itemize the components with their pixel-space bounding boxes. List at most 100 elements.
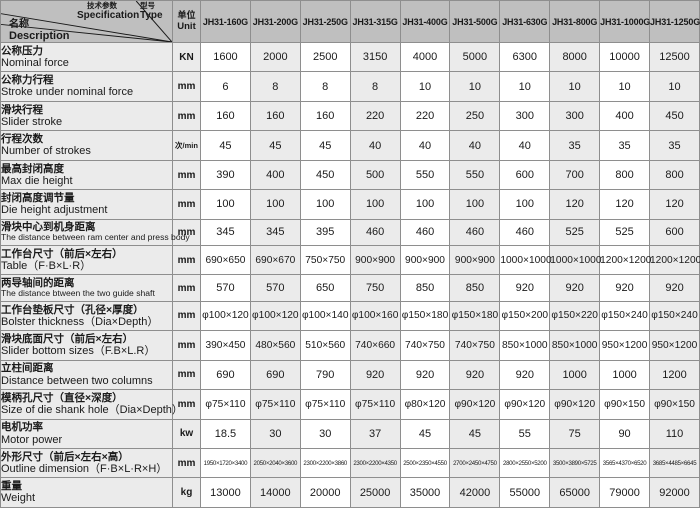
row-label-en: Slider bottom sizes（F.B×L.R） bbox=[1, 345, 156, 358]
table-cell: 14000 bbox=[249, 477, 301, 508]
table-cell: 4000 bbox=[399, 41, 451, 73]
table-cell: φ100×160 bbox=[349, 300, 401, 332]
table-cell: 395 bbox=[299, 218, 351, 247]
table-cell: 220 bbox=[349, 100, 401, 132]
table-cell: 1000×1000 bbox=[499, 245, 552, 276]
row-label-cn: 滑块中心到机身距离 bbox=[1, 221, 96, 234]
table-cell: 300 bbox=[499, 100, 551, 132]
table-cell: 920 bbox=[549, 274, 601, 302]
table-cell: 30 bbox=[299, 418, 351, 450]
table-cell: 1200×1200 bbox=[599, 245, 651, 276]
table-cell: φ100×140 bbox=[299, 300, 351, 332]
header-description-cn: 名称 bbox=[9, 19, 29, 30]
table-row: 重量 Weight kg 13000 14000 20000 25000 35000 42000… bbox=[0, 477, 700, 508]
table-cell: 220 bbox=[399, 100, 451, 132]
table-cell: 45 bbox=[299, 130, 351, 161]
table-cell: 390×450 bbox=[200, 330, 251, 361]
table-cell: 690 bbox=[200, 359, 251, 391]
header-type-label: 型号 Type bbox=[140, 2, 163, 22]
table-cell: φ150×180 bbox=[399, 300, 451, 332]
table-cell: 20000 bbox=[299, 477, 351, 508]
row-label-cn: 行程次数 bbox=[1, 133, 43, 146]
table-cell: 950×1200 bbox=[599, 330, 651, 361]
table-cell: 3565×4370×6520 bbox=[599, 448, 651, 479]
table-cell: 800 bbox=[649, 159, 700, 191]
table-cell: 400 bbox=[249, 159, 301, 191]
row-label: 电机功率 Motor power bbox=[0, 418, 173, 450]
row-label: 重量 Weight bbox=[0, 477, 173, 508]
table-cell: 690×650 bbox=[200, 245, 251, 276]
row-label: 滑块中心到机身距离 The distance between ram center… bbox=[0, 218, 190, 247]
table-cell: 40 bbox=[449, 130, 501, 161]
header-description-label: 名称 Description bbox=[9, 19, 70, 42]
table-cell: φ90×150 bbox=[599, 389, 651, 420]
table-cell: 920 bbox=[349, 359, 401, 391]
table-cell: 5000 bbox=[449, 41, 501, 73]
table-cell: 40 bbox=[399, 130, 451, 161]
row-unit: mm bbox=[172, 274, 201, 302]
table-cell: 45 bbox=[249, 130, 301, 161]
header-model-jh31-200g: JH31-200G bbox=[249, 0, 301, 43]
row-unit: mm bbox=[172, 189, 201, 220]
table-cell: 900×900 bbox=[349, 245, 401, 276]
row-label: 两导轴间的距离 The distance btween the two guide… bbox=[0, 274, 173, 302]
table-cell: 345 bbox=[200, 218, 251, 247]
table-row: 立柱间距离 Distance between two columns mm 690 69… bbox=[0, 359, 700, 391]
table-body: 公称压力 Nominal force KN 1600 2000 2500 3150 4000 5… bbox=[0, 41, 700, 508]
table-cell: 480×560 bbox=[249, 330, 301, 361]
header-model-jh31-800g: JH31-800G bbox=[549, 0, 601, 43]
row-label-en: Nominal force bbox=[1, 56, 69, 69]
table-cell: 45 bbox=[449, 418, 501, 450]
row-label: 立柱间距离 Distance between two columns bbox=[0, 359, 173, 391]
row-unit: KN bbox=[172, 41, 201, 73]
table-cell: 920 bbox=[499, 359, 551, 391]
table-cell: 740×750 bbox=[399, 330, 451, 361]
table-cell: 920 bbox=[599, 274, 651, 302]
header-model-jh31-400g: JH31-400G bbox=[399, 0, 451, 43]
row-unit: mm bbox=[172, 159, 201, 191]
table-cell: 92000 bbox=[649, 477, 700, 508]
table-row: 滑块底面尺寸（前后×左右） Slider bottom sizes（F.B×L.R… bbox=[0, 330, 700, 361]
table-cell: 2300×2200×3860 bbox=[299, 448, 351, 479]
table-cell: φ80×120 bbox=[399, 389, 451, 420]
table-cell: 100 bbox=[399, 189, 451, 220]
row-unit: mm bbox=[172, 71, 201, 102]
table-cell: 750 bbox=[349, 274, 401, 302]
table-cell: 600 bbox=[499, 159, 551, 191]
table-cell: φ90×120 bbox=[499, 389, 551, 420]
table-cell: 500 bbox=[349, 159, 401, 191]
row-label: 公称力行程 Stroke under nominal force bbox=[0, 71, 173, 102]
table-cell: 850 bbox=[449, 274, 501, 302]
row-label-cn: 重量 bbox=[1, 480, 22, 493]
table-cell: φ150×240 bbox=[649, 300, 700, 332]
row-label-en: Die height adjustment bbox=[1, 204, 108, 217]
row-label: 工作台垫板尺寸（孔径×厚度） Bolster thickness（Dia×Dept… bbox=[0, 300, 173, 332]
table-cell: 900×900 bbox=[449, 245, 501, 276]
table-cell: 2800×2550×5200 bbox=[499, 448, 551, 479]
table-cell: 1600 bbox=[200, 41, 251, 73]
row-label-cn: 公称压力 bbox=[1, 44, 43, 57]
table-cell: 400 bbox=[599, 100, 651, 132]
row-label-en: The distance between ram center and pres… bbox=[1, 232, 190, 243]
table-row: 电机功率 Motor power kw 18.5 30 30 37 45 45 55 75 90 110 bbox=[0, 418, 700, 450]
table-cell: 800 bbox=[599, 159, 651, 191]
table-cell: 600 bbox=[649, 218, 700, 247]
table-cell: 750×750 bbox=[299, 245, 351, 276]
table-cell: 40 bbox=[499, 130, 551, 161]
table-cell: 100 bbox=[299, 189, 351, 220]
table-cell: 35000 bbox=[399, 477, 451, 508]
row-unit: mm bbox=[172, 300, 201, 332]
table-cell: 920 bbox=[649, 274, 700, 302]
table-cell: 850×1000 bbox=[549, 330, 601, 361]
header-corner-cell: 技术参数 Specification 型号 Type 名称 Descriptio… bbox=[0, 0, 173, 43]
row-label-en: Weight bbox=[1, 492, 36, 505]
row-label: 工作台尺寸（前后×左右） Table（F·B×L·R） bbox=[0, 245, 173, 276]
table-cell: φ150×220 bbox=[549, 300, 601, 332]
table-cell: 37 bbox=[349, 418, 401, 450]
table-cell: 160 bbox=[200, 100, 251, 132]
header-type-en: Type bbox=[140, 10, 163, 22]
table-row: 封闭高度调节量 Die height adjustment mm 100 100 100 1… bbox=[0, 189, 700, 220]
row-label-cn: 公称力行程 bbox=[1, 74, 54, 87]
table-cell: 10 bbox=[549, 71, 601, 102]
